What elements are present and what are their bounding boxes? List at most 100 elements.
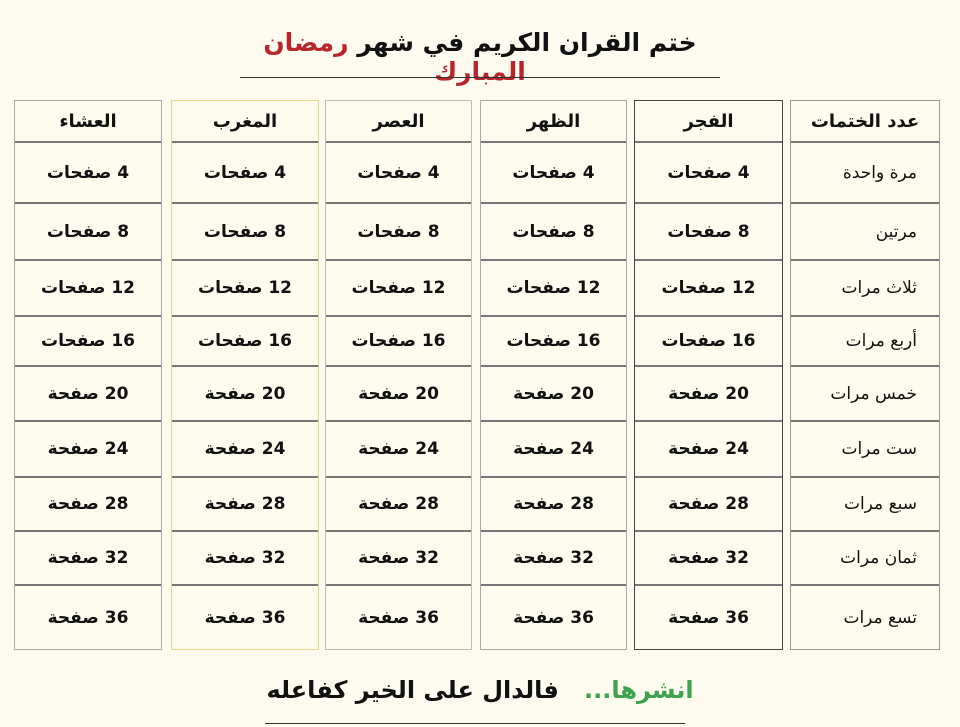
table-cell: 32 صفحة [513, 548, 594, 568]
title-main: ختم القران الكريم في شهر [357, 28, 697, 57]
row-divider [15, 530, 161, 532]
row-divider [172, 365, 318, 367]
column-header: العشاء [59, 111, 117, 132]
row-divider [791, 315, 939, 317]
footer-text: انشرها... فالدال على الخير كفاعله [240, 676, 720, 704]
table-cell: مرتين [875, 221, 917, 242]
row-divider [481, 530, 626, 532]
column-dhuhr: الظهر 4 صفحات 8 صفحات 12 صفحات 16 صفحات 20 صف… [480, 100, 627, 650]
table-cell: 8 صفحات [46, 221, 130, 242]
row-divider [172, 202, 318, 204]
row-divider [326, 420, 471, 422]
column-header: المغرب [212, 111, 278, 132]
column-fajr: الفجر 4 صفحات 8 صفحات 12 صفحات 16 صفحات 20 صف… [634, 100, 783, 650]
table-cell: 12 صفحات [661, 278, 756, 298]
row-divider [635, 315, 782, 317]
table-cell: 20 صفحة [513, 383, 594, 404]
table-cell: 28 صفحة [204, 494, 286, 514]
column-count: عدد الختمات مرة واحدة مرتين ثلاث مرات أربع م… [790, 100, 940, 650]
table-cell: 20 صفحة [358, 383, 439, 404]
row-divider [172, 141, 318, 143]
row-divider [481, 141, 626, 143]
column-header: العصر [372, 111, 425, 132]
table-cell: 8 صفحات [203, 221, 287, 242]
row-divider [791, 365, 939, 367]
row-divider [791, 259, 939, 261]
title-accent: رمضان المبارك [263, 28, 526, 86]
table-cell: 4 صفحات [512, 162, 595, 183]
row-divider [15, 476, 161, 478]
column-header: الفجر [683, 111, 734, 132]
row-divider [635, 259, 782, 261]
table-cell: 16 صفحات [661, 331, 756, 351]
row-divider [172, 259, 318, 261]
footer-divider [265, 723, 685, 724]
table-cell: 28 صفحة [47, 494, 129, 514]
footer-main: فالدال على الخير كفاعله [266, 676, 559, 704]
table-cell: 4 صفحات [667, 162, 750, 183]
table-cell: 24 صفحة [668, 439, 749, 459]
row-divider [326, 365, 471, 367]
table-cell: 20 صفحة [47, 383, 129, 404]
table-cell: 16 صفحات [41, 331, 135, 351]
row-divider [791, 476, 939, 478]
row-divider [791, 584, 939, 586]
row-divider [481, 476, 626, 478]
table-cell: 16 صفحات [351, 331, 446, 351]
row-divider [15, 259, 161, 261]
table-cell: مرة واحدة [842, 162, 917, 183]
table-cell: 28 صفحة [513, 494, 594, 514]
table-cell: 12 صفحات [506, 278, 601, 298]
table-cell: 36 صفحة [668, 608, 749, 628]
row-divider [635, 476, 782, 478]
table-cell: 28 صفحة [668, 494, 749, 514]
table-cell: 4 صفحات [46, 162, 130, 183]
table-cell: خمس مرات [830, 383, 917, 404]
row-divider [326, 141, 471, 143]
column-header: عدد الختمات [810, 111, 920, 132]
row-divider [172, 476, 318, 478]
column-asr: العصر 4 صفحات 8 صفحات 12 صفحات 16 صفحات 20 صف… [325, 100, 472, 650]
table-cell: 20 صفحة [668, 383, 749, 404]
row-divider [481, 202, 626, 204]
title-divider [240, 77, 720, 78]
table-cell: 36 صفحة [513, 608, 594, 628]
table-cell: 16 صفحات [506, 331, 601, 351]
row-divider [326, 530, 471, 532]
table-cell: 32 صفحة [47, 548, 129, 568]
table-cell: 28 صفحة [358, 494, 439, 514]
row-divider [635, 420, 782, 422]
footer-accent: انشرها... [583, 676, 694, 704]
table-cell: 4 صفحات [203, 162, 287, 183]
row-divider [481, 315, 626, 317]
row-divider [326, 259, 471, 261]
table-cell: ست مرات [841, 439, 917, 459]
row-divider [635, 141, 782, 143]
table-cell: 36 صفحة [204, 608, 286, 628]
row-divider [791, 530, 939, 532]
row-divider [15, 584, 161, 586]
row-divider [481, 584, 626, 586]
row-divider [15, 365, 161, 367]
table-cell: 8 صفحات [667, 221, 750, 242]
row-divider [635, 530, 782, 532]
table-cell: 20 صفحة [204, 383, 286, 404]
row-divider [481, 259, 626, 261]
row-divider [481, 420, 626, 422]
row-divider [326, 202, 471, 204]
row-divider [326, 584, 471, 586]
table-cell: 4 صفحات [357, 162, 440, 183]
row-divider [172, 530, 318, 532]
table-cell: 32 صفحة [204, 548, 286, 568]
table-cell: 8 صفحات [357, 221, 440, 242]
column-header: الظهر [526, 111, 581, 132]
row-divider [791, 141, 939, 143]
row-divider [326, 476, 471, 478]
row-divider [172, 420, 318, 422]
row-divider [635, 365, 782, 367]
row-divider [172, 315, 318, 317]
row-divider [791, 202, 939, 204]
table-cell: 12 صفحات [351, 278, 446, 298]
row-divider [15, 141, 161, 143]
row-divider [15, 202, 161, 204]
